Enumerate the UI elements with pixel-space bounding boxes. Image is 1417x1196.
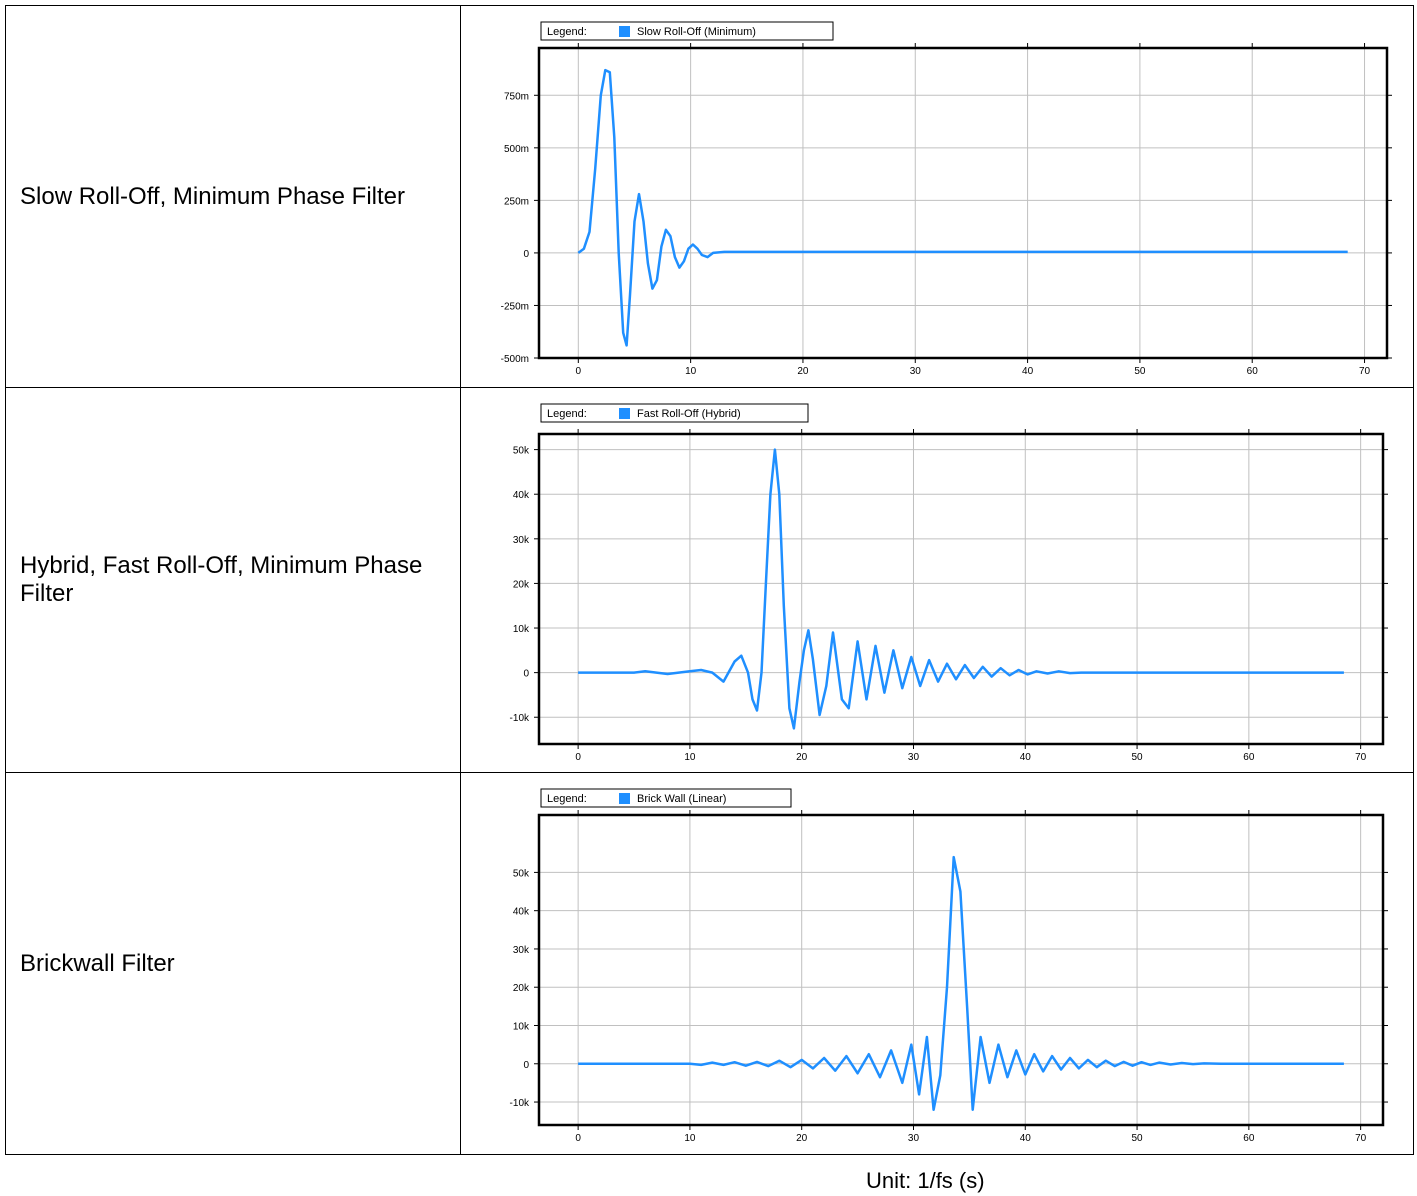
legend-swatch bbox=[619, 793, 630, 804]
y-tick-label: 750m bbox=[504, 91, 529, 102]
plot-area-frame bbox=[537, 813, 1385, 1127]
x-tick-label: 0 bbox=[575, 752, 581, 763]
legend: Legend: Slow Roll-Off (Minimum) bbox=[540, 21, 834, 41]
x-tick-label: 10 bbox=[684, 752, 696, 763]
y-tick-label: 0 bbox=[523, 249, 529, 260]
x-tick-label: 0 bbox=[576, 366, 582, 377]
legend-box bbox=[540, 21, 834, 41]
y-tick-label: 30k bbox=[513, 535, 530, 546]
x-tick-label: 40 bbox=[1022, 366, 1034, 377]
y-tick-label: 250m bbox=[504, 196, 529, 207]
chart-cell: 0 10 20 30 40 50 60 70 -10k 0 10k 20k 30k 40k 50k Legen… bbox=[460, 772, 1414, 1155]
chart-cell: 0 10 20 30 40 50 60 70 -10k 0 10k 20k 30k 40k 50k Legen… bbox=[460, 387, 1414, 773]
table-row: Slow Roll-Off, Minimum Phase Filter 0 10 2… bbox=[5, 5, 1414, 388]
legend-box bbox=[540, 788, 792, 808]
filter-name-cell: Slow Roll-Off, Minimum Phase Filter bbox=[5, 5, 461, 388]
y-tick-label: 0 bbox=[523, 669, 529, 680]
y-tick-label: 40k bbox=[513, 490, 530, 501]
plot-area-frame bbox=[537, 432, 1385, 746]
x-tick-label: 30 bbox=[908, 1133, 920, 1144]
x-tick-label: 70 bbox=[1355, 1133, 1367, 1144]
table-row: Brickwall Filter 0 10 20 30 40 50 60 70 -10k 0 10k… bbox=[5, 772, 1414, 1155]
y-tick-label: 500m bbox=[504, 144, 529, 155]
x-tick-label: 60 bbox=[1243, 1133, 1255, 1144]
x-tick-label: 50 bbox=[1134, 366, 1146, 377]
x-tick-label: 40 bbox=[1020, 752, 1032, 763]
legend-entry: Slow Roll-Off (Minimum) bbox=[637, 26, 756, 38]
filter-name-cell: Brickwall Filter bbox=[5, 772, 461, 1155]
x-tick-label: 0 bbox=[575, 1133, 581, 1144]
legend-title: Legend: bbox=[547, 408, 587, 420]
series-line bbox=[577, 68, 1348, 347]
x-tick-label: 50 bbox=[1132, 1133, 1144, 1144]
table-row: Hybrid, Fast Roll-Off, Minimum Phase Fil… bbox=[5, 387, 1414, 773]
legend-swatch bbox=[619, 408, 630, 419]
y-tick-label: 20k bbox=[513, 983, 530, 994]
filter-name: Hybrid, Fast Roll-Off, Minimum Phase Fil… bbox=[20, 552, 423, 607]
x-tick-label: 50 bbox=[1132, 752, 1144, 763]
y-tick-label: 50k bbox=[513, 446, 530, 457]
x-tick-label: 70 bbox=[1355, 752, 1367, 763]
impulse-response-chart-slow-roll-off: 0 10 20 30 40 50 60 70 -500m -250m 0 250m 500m 750m Le… bbox=[501, 21, 1392, 377]
filter-name: Slow Roll-Off, Minimum Phase Filter bbox=[20, 182, 405, 210]
y-tick-label: -250m bbox=[501, 301, 529, 312]
filter-name-cell: Hybrid, Fast Roll-Off, Minimum Phase Fil… bbox=[5, 387, 461, 773]
x-tick-label: 30 bbox=[910, 366, 922, 377]
impulse-response-chart-brick-wall: 0 10 20 30 40 50 60 70 -10k 0 10k 20k 30k 40k 50k Legen… bbox=[510, 788, 1388, 1144]
chart-cell: 0 10 20 30 40 50 60 70 -500m -250m 0 250m 500m 750m Le… bbox=[460, 5, 1414, 388]
y-tick-label: -10k bbox=[510, 713, 530, 724]
y-tick-label: 20k bbox=[513, 579, 530, 590]
legend-swatch bbox=[619, 26, 630, 37]
series-line bbox=[578, 855, 1344, 1111]
x-tick-label: 60 bbox=[1243, 752, 1255, 763]
x-tick-label: 20 bbox=[796, 752, 808, 763]
series-line bbox=[578, 448, 1344, 730]
x-tick-label: 10 bbox=[684, 1133, 696, 1144]
y-tick-label: 50k bbox=[513, 868, 530, 879]
x-tick-label: 20 bbox=[797, 366, 809, 377]
y-tick-label: 40k bbox=[513, 907, 530, 918]
filter-comparison-table: Slow Roll-Off, Minimum Phase Filter 0 10 2… bbox=[5, 5, 1414, 1155]
x-tick-label: 20 bbox=[796, 1133, 808, 1144]
y-tick-label: 0 bbox=[523, 1060, 529, 1071]
y-tick-label: -10k bbox=[510, 1098, 530, 1109]
plot-area-frame bbox=[537, 46, 1389, 360]
x-tick-label: 10 bbox=[685, 366, 697, 377]
legend-title: Legend: bbox=[547, 26, 587, 38]
filter-name: Brickwall Filter bbox=[20, 949, 175, 977]
legend-title: Legend: bbox=[547, 793, 587, 805]
legend-entry: Brick Wall (Linear) bbox=[637, 793, 726, 805]
legend-entry: Fast Roll-Off (Hybrid) bbox=[637, 408, 741, 420]
x-tick-label: 60 bbox=[1247, 366, 1259, 377]
y-tick-label: 10k bbox=[513, 1021, 530, 1032]
y-tick-label: 30k bbox=[513, 945, 530, 956]
y-tick-label: 10k bbox=[513, 624, 530, 635]
x-tick-label: 40 bbox=[1020, 1133, 1032, 1144]
legend: Legend: Brick Wall (Linear) bbox=[540, 788, 792, 808]
x-tick-label: 30 bbox=[908, 752, 920, 763]
impulse-response-chart-fast-roll-off: 0 10 20 30 40 50 60 70 -10k 0 10k 20k 30k 40k 50k Legen… bbox=[510, 403, 1388, 763]
x-tick-label: 70 bbox=[1359, 366, 1371, 377]
x-axis-unit-label: Unit: 1/fs (s) bbox=[866, 1168, 985, 1193]
y-tick-label: -500m bbox=[501, 354, 529, 365]
legend-box bbox=[540, 403, 809, 423]
legend: Legend: Fast Roll-Off (Hybrid) bbox=[540, 403, 809, 423]
